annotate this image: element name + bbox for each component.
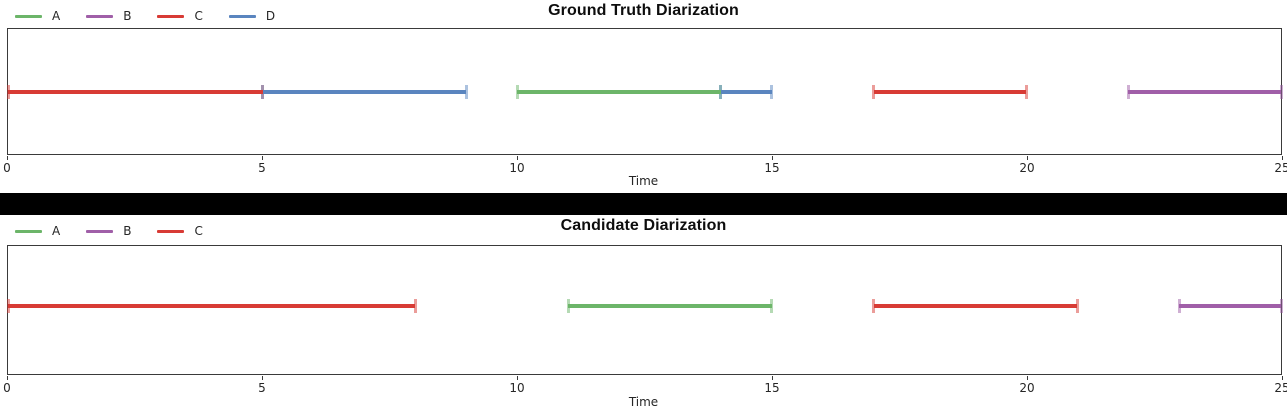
x-tick-label: 15 [764, 381, 780, 395]
legend-label: B [123, 9, 132, 23]
legend-item: B [86, 9, 131, 23]
legend-line-swatch [86, 229, 114, 233]
legend-label: C [194, 224, 203, 238]
chart-title: Ground Truth Diarization [548, 2, 739, 19]
x-axis-label: Time [628, 395, 659, 409]
speaker-segment-C [873, 90, 1027, 94]
x-axis: 0 5 10 15 20 25 [3, 376, 1287, 398]
x-tick-label: 20 [1019, 161, 1035, 175]
legend-item: A [15, 224, 60, 238]
x-axis: 0 5 10 15 20 25 [3, 156, 1287, 178]
x-tick-label: 5 [258, 161, 266, 175]
segment-end-cap [1024, 85, 1028, 99]
x-tick-label: 5 [258, 381, 266, 395]
segment-end-cap [1279, 85, 1283, 99]
plot-area [6, 245, 1283, 375]
speaker-segment-B [1128, 90, 1281, 94]
plot-area [6, 28, 1283, 155]
legend-item: C [157, 224, 203, 238]
legend-line-swatch [157, 14, 185, 18]
legend-label: B [123, 224, 132, 238]
x-tick [772, 156, 773, 160]
speaker-segment-C [8, 304, 416, 308]
segment-end-cap [1279, 299, 1283, 313]
speaker-segment-C [873, 304, 1078, 308]
legend-line-swatch [157, 229, 185, 233]
x-tick-label: 10 [509, 381, 525, 395]
x-tick [1282, 376, 1283, 380]
speaker-segment-D [720, 90, 772, 94]
legend-line-swatch [15, 229, 42, 233]
x-tick [1282, 156, 1283, 160]
speaker-segment-D [262, 90, 467, 94]
x-tick-label: 0 [3, 381, 11, 395]
legend: A B C D [15, 9, 301, 23]
x-tick-label: 0 [3, 161, 11, 175]
legend-label: C [194, 9, 203, 23]
legend: A B C [15, 224, 229, 238]
x-tick-label: 25 [1274, 161, 1287, 175]
legend-line-swatch [228, 14, 256, 18]
legend-item: D [228, 9, 276, 23]
segment-end-cap [413, 299, 417, 313]
legend-label: D [265, 9, 276, 23]
speaker-segment-A [517, 90, 721, 94]
x-tick [262, 156, 263, 160]
legend-line-swatch [86, 14, 114, 18]
x-tick [1027, 376, 1028, 380]
x-tick-label: 15 [764, 161, 780, 175]
segment-end-cap [1075, 299, 1079, 313]
legend-line-swatch [15, 14, 42, 18]
segment-end-cap [464, 85, 468, 99]
x-tick [517, 156, 518, 160]
legend-item: B [86, 224, 131, 238]
speaker-segment-A [568, 304, 772, 308]
x-tick-label: 25 [1274, 381, 1287, 395]
separator-bar [0, 193, 1287, 215]
x-tick [1027, 156, 1028, 160]
chart-title: Candidate Diarization [560, 217, 727, 234]
segment-end-cap [770, 299, 774, 313]
x-tick-label: 20 [1019, 381, 1035, 395]
speaker-segment-B [1179, 304, 1281, 308]
legend-item: A [15, 9, 60, 23]
speaker-segment-C [8, 90, 263, 94]
legend-item: C [157, 9, 203, 23]
x-tick [517, 376, 518, 380]
x-axis-label: Time [628, 174, 659, 188]
x-tick [7, 156, 8, 160]
x-tick [7, 376, 8, 380]
x-tick [772, 376, 773, 380]
ground-truth-chart: Ground Truth Diarization A B C D 0 5 10 15 20 25… [0, 0, 1287, 193]
segment-end-cap [770, 85, 774, 99]
legend-label: A [52, 224, 61, 238]
x-tick-label: 10 [509, 161, 525, 175]
candidate-chart: Candidate Diarization A B C 0 5 10 15 20 25 Tim… [0, 215, 1287, 412]
x-tick [262, 376, 263, 380]
legend-label: A [52, 9, 61, 23]
